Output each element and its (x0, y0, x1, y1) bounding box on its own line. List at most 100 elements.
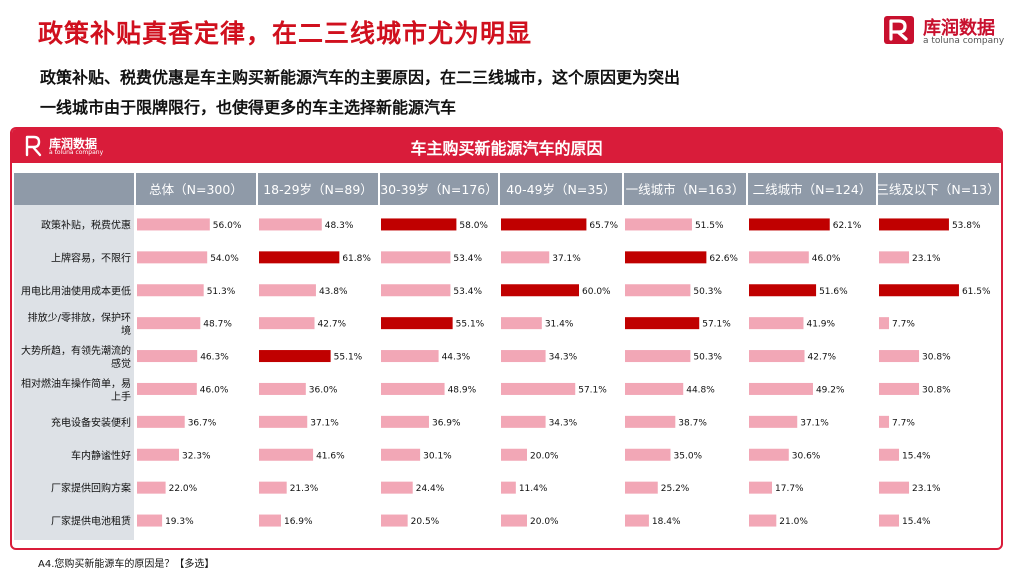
bar-s2-r7 (381, 448, 421, 461)
bar-s2-r2 (381, 284, 451, 297)
value-label-s0-r2: 51.3% (207, 287, 236, 297)
value-label-s4-r9: 18.4% (652, 517, 681, 527)
value-label-s0-r4: 46.3% (200, 353, 229, 363)
bar-s0-r1 (137, 251, 208, 264)
value-label-s4-r4: 50.3% (693, 353, 722, 363)
label-column-bg (14, 205, 135, 540)
value-label-s4-r1: 62.6% (709, 254, 738, 264)
bar-s2-r6 (381, 415, 429, 428)
bar-s4-r6 (625, 415, 676, 428)
bar-s2-r4 (381, 350, 439, 363)
bar-s1-r8 (259, 481, 287, 494)
bar-s1-r6 (259, 415, 308, 428)
value-label-s6-r3: 7.7% (892, 320, 915, 330)
value-label-s5-r4: 42.7% (808, 353, 837, 363)
category-label-7: 车内静谧性好 (71, 449, 131, 462)
bar-s5-r3 (749, 317, 804, 330)
value-label-s5-r9: 21.0% (779, 517, 808, 527)
value-label-s2-r6: 36.9% (432, 418, 461, 428)
column-header-0: 总体（N=300） (149, 182, 243, 197)
bar-s5-r8 (749, 481, 773, 494)
bar-s5-r7 (749, 448, 789, 461)
value-label-s2-r5: 48.9% (448, 385, 477, 395)
brand-name: 库润数据 (923, 18, 995, 39)
value-label-s2-r8: 24.4% (416, 484, 445, 494)
chart-panel: 库润数据 a toluna company 车主购买新能源汽车的原因 总体（N=… (10, 127, 1003, 550)
column-header-bg (14, 173, 999, 205)
value-label-s1-r8: 21.3% (290, 484, 319, 494)
bar-s0-r3 (137, 317, 201, 330)
brand-tagline: a toluna company (923, 36, 1005, 46)
bar-s5-r1 (749, 251, 809, 264)
value-label-s6-r2: 61.5% (962, 287, 991, 297)
brand-logo: 库润数据 a toluna company (883, 14, 1008, 48)
bar-s3-r6 (501, 415, 546, 428)
value-label-s5-r1: 46.0% (812, 254, 841, 264)
panel-logo-tagline: a toluna company (49, 149, 104, 156)
footnote: A4.您购买新能源车的原因是？【多选】 (38, 559, 215, 570)
bar-s6-r5 (879, 382, 920, 395)
value-label-s5-r0: 62.1% (833, 221, 862, 231)
category-label-2: 用电比用油使用成本更低 (21, 284, 131, 297)
panel-header: 库润数据 a toluna company 车主购买新能源汽车的原因 (12, 129, 1001, 163)
bar-s6-r4 (879, 350, 920, 363)
value-label-s0-r9: 19.3% (165, 517, 194, 527)
value-label-s0-r8: 22.0% (169, 484, 198, 494)
value-label-s3-r6: 34.3% (549, 418, 578, 428)
bar-s3-r0 (501, 218, 587, 231)
bar-s3-r7 (501, 448, 527, 461)
panel-logo-name: 库润数据 (49, 137, 98, 151)
bar-s2-r8 (381, 481, 413, 494)
column-header-4: 一线城市（N=163） (626, 182, 745, 197)
bar-s4-r3 (625, 317, 700, 330)
bar-s4-r1 (625, 251, 707, 264)
column-header-2: 30-39岁（N=176） (380, 182, 498, 197)
value-label-s2-r7: 30.1% (423, 451, 452, 461)
value-label-s1-r0: 48.3% (325, 221, 354, 231)
value-label-s4-r3: 57.1% (702, 320, 731, 330)
bar-s4-r0 (625, 218, 692, 231)
value-label-s2-r9: 20.5% (411, 517, 440, 527)
value-label-s1-r3: 42.7% (318, 320, 347, 330)
bar-s0-r8 (137, 481, 166, 494)
bar-s6-r8 (879, 481, 910, 494)
bar-s1-r7 (259, 448, 314, 461)
value-label-s3-r7: 20.0% (530, 451, 559, 461)
bar-s3-r3 (501, 317, 542, 330)
bar-s4-r9 (625, 514, 649, 527)
category-label-1: 上牌容易，不限行 (51, 251, 131, 264)
bar-s5-r0 (749, 218, 830, 231)
bar-s5-r6 (749, 415, 798, 428)
category-label-9: 厂家提供电池租赁 (51, 515, 131, 528)
bar-s1-r9 (259, 514, 281, 527)
panel-logo-mark-icon (25, 135, 42, 157)
value-label-s0-r5: 46.0% (200, 385, 229, 395)
page-title: 政策补贴真香定律，在二三线城市尤为明显 (38, 19, 533, 48)
value-label-s1-r5: 36.0% (309, 385, 338, 395)
value-label-s3-r4: 34.3% (549, 353, 578, 363)
value-label-s4-r7: 35.0% (674, 451, 703, 461)
value-label-s6-r6: 7.7% (892, 418, 915, 428)
value-label-s6-r8: 23.1% (912, 484, 941, 494)
value-label-s5-r2: 51.6% (819, 287, 848, 297)
bar-s6-r2 (879, 284, 959, 297)
bar-s4-r8 (625, 481, 658, 494)
bar-s6-r1 (879, 251, 910, 264)
bar-s2-r5 (381, 382, 445, 395)
column-header-3: 40-49岁（N=35） (506, 182, 616, 197)
bar-s1-r4 (259, 350, 331, 363)
value-label-s2-r2: 53.4% (453, 287, 482, 297)
value-label-s2-r1: 53.4% (453, 254, 482, 264)
value-label-s1-r1: 61.8% (342, 254, 371, 264)
bar-s6-r3 (879, 317, 890, 330)
bar-s3-r2 (501, 284, 579, 297)
value-label-s5-r3: 41.9% (806, 320, 835, 330)
value-label-s0-r6: 36.7% (188, 418, 217, 428)
bar-s6-r7 (879, 448, 900, 461)
bar-s6-r9 (879, 514, 900, 527)
value-label-s3-r2: 60.0% (582, 287, 611, 297)
value-label-s5-r6: 37.1% (800, 418, 829, 428)
value-label-s1-r9: 16.9% (284, 517, 313, 527)
column-header-5: 二线城市（N=124） (753, 182, 872, 197)
bar-s0-r7 (137, 448, 179, 461)
